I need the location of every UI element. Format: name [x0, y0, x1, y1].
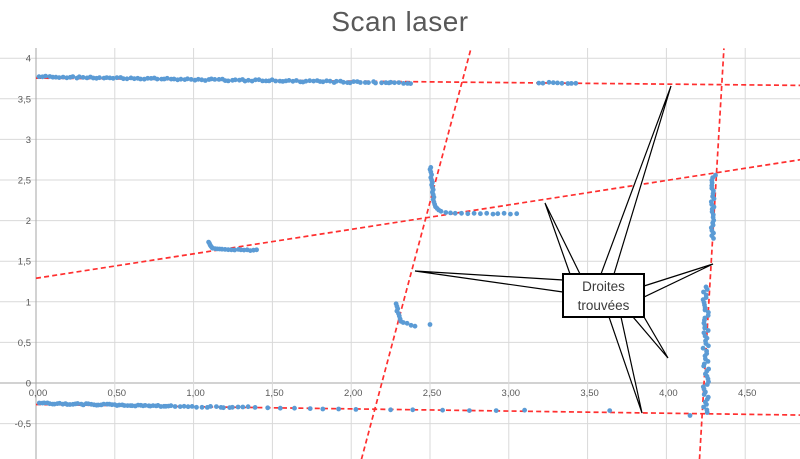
svg-text:1,00: 1,00	[186, 388, 205, 399]
line-steep-mid	[360, 48, 472, 459]
svg-text:-0,5: -0,5	[15, 419, 31, 430]
scatter-points	[36, 73, 718, 418]
svg-text:2,5: 2,5	[18, 176, 31, 187]
svg-text:3,5: 3,5	[18, 94, 31, 105]
svg-text:3,00: 3,00	[502, 388, 521, 399]
callout-label: Droites trouvées	[577, 278, 630, 313]
svg-text:4: 4	[26, 54, 31, 65]
svg-text:1,5: 1,5	[18, 257, 31, 268]
line-diagonal	[35, 158, 800, 280]
callout-droites-trouvees: Droites trouvées	[562, 273, 645, 318]
svg-text:0,00: 0,00	[29, 388, 48, 399]
svg-text:3,50: 3,50	[580, 388, 599, 399]
svg-text:4,00: 4,00	[659, 388, 678, 399]
svg-text:4,50: 4,50	[738, 388, 757, 399]
svg-text:1: 1	[26, 297, 31, 308]
svg-text:3: 3	[26, 135, 31, 146]
svg-text:0,50: 0,50	[108, 388, 127, 399]
svg-text:2,00: 2,00	[344, 388, 363, 399]
axis-labels: 43,532,521,510,50-0,50,00 0,50 1,00 1,50 2,0…	[15, 54, 757, 430]
svg-text:1,50: 1,50	[265, 388, 284, 399]
svg-text:2,50: 2,50	[423, 388, 442, 399]
callout-spikes	[414, 85, 714, 414]
svg-text:2: 2	[26, 216, 31, 227]
svg-text:0,5: 0,5	[18, 338, 31, 349]
svg-text:0: 0	[26, 379, 31, 390]
fit-lines	[35, 48, 800, 459]
chart-title: Scan laser	[331, 6, 469, 37]
line-steep-right	[698, 48, 725, 459]
